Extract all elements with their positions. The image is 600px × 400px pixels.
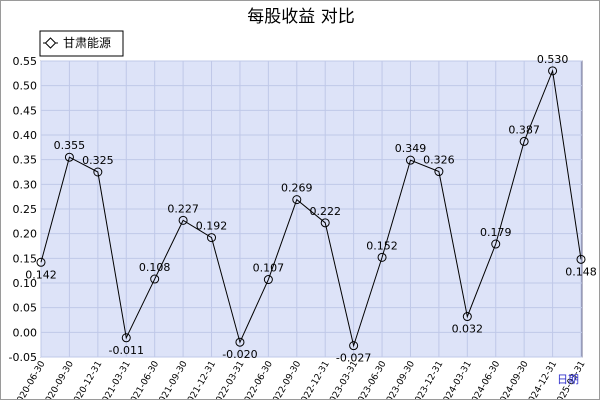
data-point [235,337,245,347]
legend-marker [44,37,57,49]
data-point [548,66,558,76]
series-line [40,68,582,348]
data-point [36,257,46,267]
data-label: 0.387 [508,123,540,136]
y-tick-label: 0.25 [13,203,38,216]
data-label: 0.325 [82,154,114,167]
y-tick-label: 0.45 [13,104,38,117]
y-tick-label: 0.30 [13,178,38,191]
data-point [405,155,415,165]
data-label: 0.032 [452,323,484,336]
data-label: 0.349 [395,142,427,155]
data-point [576,254,586,264]
data-point [349,341,359,351]
y-tick-label: 0.20 [13,228,38,241]
data-point [64,152,74,162]
data-label: 0.326 [423,154,455,167]
data-point [292,195,302,205]
y-tick-label: 0.35 [13,154,38,167]
data-label: 0.108 [139,261,171,274]
x-tick-label: 2020-06-30 [13,359,48,399]
y-tick-label: -0.05 [9,351,37,364]
data-label: 0.179 [480,226,512,239]
data-point [462,312,472,322]
data-label: -0.020 [222,348,257,361]
y-tick-label: 0.15 [13,252,38,265]
data-point [207,233,217,243]
data-label: 0.107 [253,262,285,275]
data-point [491,239,501,249]
y-tick-label: 0.05 [13,302,38,315]
y-tick-label: 0.00 [13,326,38,339]
data-point [519,136,529,146]
y-tick-label: 0.40 [13,129,38,142]
data-label: 0.530 [537,53,569,66]
data-point [263,275,273,285]
data-label: -0.027 [336,352,371,365]
data-point [434,167,444,177]
data-label: 0.142 [25,268,57,281]
data-point [377,252,387,262]
y-tick-label: 0.10 [13,277,38,290]
data-label: 0.192 [196,220,228,233]
data-point [121,333,131,343]
data-point [93,167,103,177]
data-label: 0.227 [167,202,199,215]
data-label: 0.152 [366,239,398,252]
legend-label: 甘肃能源 [63,36,111,50]
data-label: 0.269 [281,182,313,195]
y-tick-label: 0.50 [13,80,38,93]
data-label: 0.148 [565,265,597,278]
x-axis-label: 日期 [557,373,579,386]
data-label: 0.222 [309,205,341,218]
chart-title: 每股收益 对比 [247,7,354,27]
data-label: -0.011 [109,344,144,357]
data-label: 0.355 [54,139,86,152]
data-point [150,274,160,284]
data-point [320,218,330,228]
data-point [178,215,188,225]
y-tick-label: 0.55 [13,55,38,68]
